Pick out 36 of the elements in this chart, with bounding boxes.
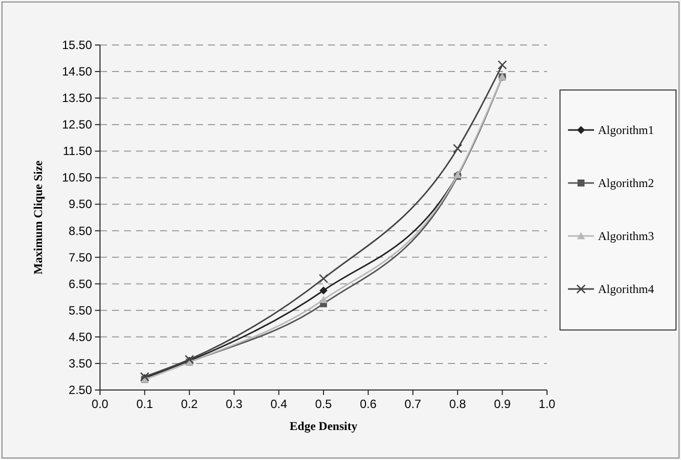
y-tick-label: 8.50 <box>68 224 92 238</box>
x-tick-label: 0.8 <box>449 397 466 411</box>
y-tick-label: 10.50 <box>62 170 92 185</box>
y-tick-label: 3.50 <box>68 356 92 370</box>
x-tick-label: 0.6 <box>360 397 377 411</box>
x-tick-label: 0.7 <box>404 397 422 411</box>
y-tick-label: 13.50 <box>62 91 92 106</box>
x-tick-label: 0.9 <box>494 397 511 411</box>
point <box>318 274 328 284</box>
y-tick-label: 7.50 <box>68 250 92 264</box>
x-tick-label: 0.5 <box>315 397 332 411</box>
y-axis-title: Maximum Clique Size <box>31 160 45 274</box>
legend-label: Algorithm2 <box>598 176 654 190</box>
x-tick-label: 0.2 <box>181 397 198 411</box>
y-tick-label: 4.50 <box>68 330 92 344</box>
y-tick-label: 11.50 <box>62 144 92 158</box>
y-tick-label: 15.50 <box>62 38 92 52</box>
point <box>498 60 507 70</box>
y-tick-label: 2.50 <box>68 383 92 397</box>
point <box>452 144 462 154</box>
y-tick-label: 12.50 <box>62 118 92 132</box>
x-tick-label: 0.1 <box>136 397 154 411</box>
x-tick-label: 1.0 <box>538 397 556 411</box>
legend-label: Algorithm3 <box>598 229 654 243</box>
x-tick-label: 0.3 <box>226 397 243 411</box>
legend-label: Algorithm4 <box>598 282 654 296</box>
y-tick-label: 14.50 <box>62 64 92 79</box>
y-tick-label: 5.50 <box>68 303 92 318</box>
point <box>320 286 328 294</box>
legend-label: Algorithm1 <box>598 123 654 137</box>
point <box>320 296 328 303</box>
y-tick-label: 6.50 <box>68 276 92 291</box>
y-tick-label: 9.50 <box>68 197 92 212</box>
x-tick-label: 0.4 <box>270 397 288 411</box>
x-axis-title: Edge Density <box>290 419 358 433</box>
x-tick-label: 0.0 <box>92 397 109 411</box>
